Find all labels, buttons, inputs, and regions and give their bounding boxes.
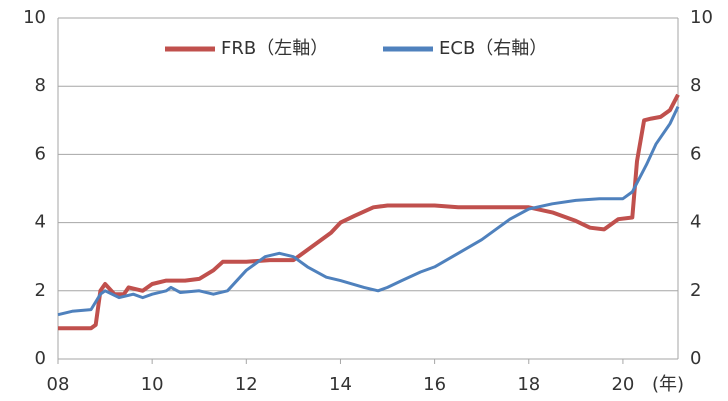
y2-tick-label: 2 <box>690 280 701 301</box>
x-tick-label: 18 <box>517 374 540 395</box>
y2-tick-label: 8 <box>690 75 701 96</box>
y-tick-label: 8 <box>35 75 46 96</box>
y-tick-label: 4 <box>35 212 46 233</box>
legend-label: FRB（左軸） <box>221 38 328 59</box>
y2-tick-label: 0 <box>690 348 701 369</box>
x-tick-label: 12 <box>235 374 258 395</box>
y-tick-label: 6 <box>35 143 46 164</box>
x-axis-label: (年) <box>652 374 684 395</box>
y-tick-label: 0 <box>35 348 46 369</box>
x-tick-label: 20 <box>611 374 634 395</box>
legend-label: ECB（右軸） <box>439 38 547 59</box>
series-line <box>57 106 680 317</box>
x-tick-label: 16 <box>423 374 446 395</box>
y2-tick-label: 4 <box>690 212 701 233</box>
y2-tick-label: 6 <box>690 143 701 164</box>
y-tick-label: 2 <box>35 280 46 301</box>
x-tick-label: 10 <box>141 374 164 395</box>
series-line <box>58 93 680 331</box>
y2-tick-label: 10 <box>690 7 713 28</box>
x-tick-label: 08 <box>47 374 70 395</box>
x-tick-label: 14 <box>329 374 352 395</box>
y-tick-label: 10 <box>23 7 46 28</box>
